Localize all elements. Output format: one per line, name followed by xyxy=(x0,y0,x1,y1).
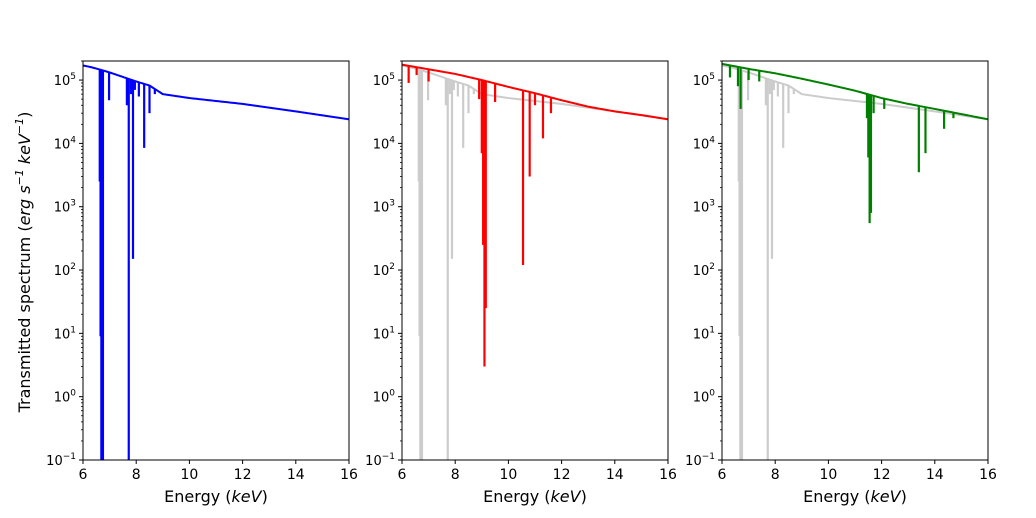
plot-area xyxy=(83,64,349,460)
x-tick-label: 6 xyxy=(398,467,407,483)
series-0-continuum xyxy=(83,64,349,121)
x-axis-label: Energy (keV) xyxy=(803,487,907,506)
y-tick-label: 100 xyxy=(693,389,716,406)
panel-middle: 6 8 10 12 14 16 10−1 100 101 102 103 104 105 Energy (… xyxy=(365,60,677,506)
x-tick-label: 12 xyxy=(234,467,252,483)
x-axis-label: Energy (keV) xyxy=(164,487,268,506)
x-tick-label: 16 xyxy=(979,467,997,483)
x-tick-label: 8 xyxy=(771,467,780,483)
y-tick-label: 10−1 xyxy=(365,452,395,469)
y-axis-label-main: Transmitted spectrum ( xyxy=(15,225,34,413)
y-axis-label-unit-erg: erg s xyxy=(15,185,34,225)
y-axis-label-unit-kev: keV xyxy=(15,133,34,169)
y-tick-label: 101 xyxy=(54,325,76,342)
panel-right: 6 8 10 12 14 16 10−1 100 101 102 103 104 105 Energy (… xyxy=(685,60,997,506)
y-tick-label: 105 xyxy=(693,72,715,89)
x-tick-label: 16 xyxy=(340,467,358,483)
axes-frame xyxy=(401,60,669,461)
x-tick-label: 8 xyxy=(132,467,141,483)
y-tick-label: 101 xyxy=(693,325,715,342)
y-tick-label: 104 xyxy=(54,135,77,152)
plot-area xyxy=(722,62,988,460)
x-tick-label: 16 xyxy=(659,467,677,483)
x-tick-label: 12 xyxy=(873,467,891,483)
y-tick-label: 102 xyxy=(693,262,715,279)
y-tick-label: 105 xyxy=(373,72,395,89)
y-tick-label: 103 xyxy=(54,199,76,216)
plot-area xyxy=(402,63,668,460)
y-axis-label-exp2: −1 xyxy=(13,118,26,134)
y-tick-label: 103 xyxy=(693,199,715,216)
axes-frame xyxy=(82,60,350,461)
x-tick-label: 8 xyxy=(451,467,460,483)
y-tick-label: 102 xyxy=(373,262,395,279)
y-axis-label-exp1: −1 xyxy=(13,169,26,185)
panel-left: 6 8 10 12 14 16 10−1 100 101 102 103 104 105 Energy (… xyxy=(46,60,358,506)
x-tick-label: 10 xyxy=(819,467,837,483)
y-tick-label: 104 xyxy=(693,135,716,152)
y-tick-label: 105 xyxy=(54,72,76,89)
y-axis-label: Transmitted spectrum (erg s−1 keV−1) xyxy=(13,112,34,414)
y-tick-label: 101 xyxy=(373,325,395,342)
series-1-continuum xyxy=(722,62,988,121)
x-tick-label: 6 xyxy=(718,467,727,483)
y-tick-label: 103 xyxy=(373,199,395,216)
x-tick-label: 6 xyxy=(79,467,88,483)
y-axis-label-close: ) xyxy=(15,112,34,118)
x-tick-label: 14 xyxy=(926,467,944,483)
x-tick-label: 10 xyxy=(180,467,198,483)
y-tick-label: 10−1 xyxy=(685,452,715,469)
x-tick-label: 12 xyxy=(553,467,571,483)
y-tick-label: 100 xyxy=(373,389,396,406)
x-tick-label: 14 xyxy=(287,467,305,483)
y-tick-label: 100 xyxy=(54,389,77,406)
axes-frame xyxy=(721,60,989,461)
x-tick-label: 14 xyxy=(606,467,624,483)
y-tick-label: 10−1 xyxy=(46,452,76,469)
x-tick-label: 10 xyxy=(499,467,517,483)
series-1-continuum xyxy=(402,63,668,121)
y-tick-label: 104 xyxy=(373,135,396,152)
y-tick-label: 102 xyxy=(54,262,76,279)
x-axis-label: Energy (keV) xyxy=(483,487,587,506)
